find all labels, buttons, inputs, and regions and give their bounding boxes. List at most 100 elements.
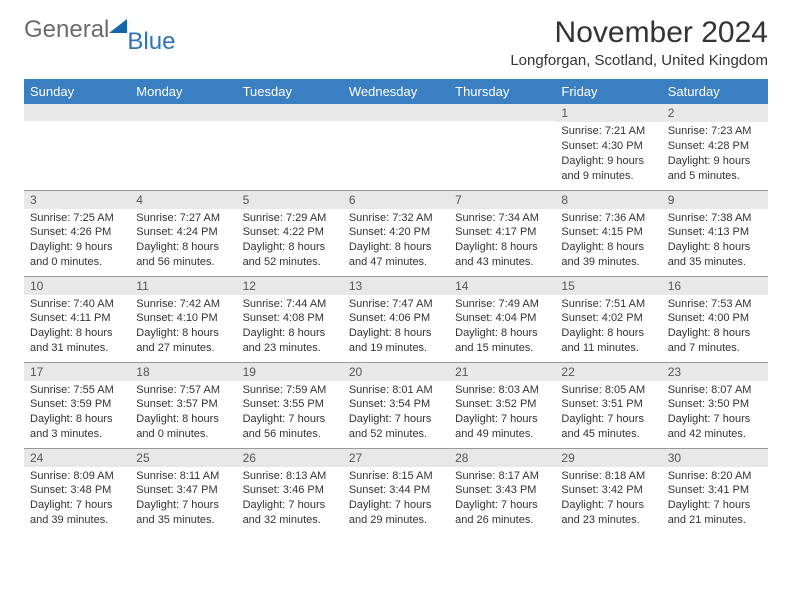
day-number: 18	[130, 363, 236, 381]
daylight-text: Daylight: 7 hours and 21 minutes.	[668, 498, 762, 528]
daylight-text: Daylight: 7 hours and 39 minutes.	[30, 498, 124, 528]
day-content: Sunrise: 7:51 AMSunset: 4:02 PMDaylight:…	[555, 295, 661, 360]
daylight-text: Daylight: 8 hours and 52 minutes.	[243, 240, 337, 270]
daylight-text: Daylight: 8 hours and 27 minutes.	[136, 326, 230, 356]
day-content: Sunrise: 7:42 AMSunset: 4:10 PMDaylight:…	[130, 295, 236, 360]
calendar-cell: 10Sunrise: 7:40 AMSunset: 4:11 PMDayligh…	[24, 276, 130, 362]
calendar-cell: 23Sunrise: 8:07 AMSunset: 3:50 PMDayligh…	[662, 362, 768, 448]
daylight-text: Daylight: 8 hours and 31 minutes.	[30, 326, 124, 356]
daylight-text: Daylight: 8 hours and 56 minutes.	[136, 240, 230, 270]
daylight-text: Daylight: 8 hours and 23 minutes.	[243, 326, 337, 356]
day-number: 28	[449, 449, 555, 467]
daylight-text: Daylight: 8 hours and 0 minutes.	[136, 412, 230, 442]
title-block: November 2024 Longforgan, Scotland, Unit…	[510, 16, 768, 69]
calendar-cell: 19Sunrise: 7:59 AMSunset: 3:55 PMDayligh…	[237, 362, 343, 448]
sunset-text: Sunset: 4:00 PM	[668, 311, 762, 326]
sunset-text: Sunset: 4:06 PM	[349, 311, 443, 326]
day-number: 12	[237, 277, 343, 295]
sunrise-text: Sunrise: 7:42 AM	[136, 297, 230, 312]
sunrise-text: Sunrise: 7:55 AM	[30, 383, 124, 398]
calendar-cell: 15Sunrise: 7:51 AMSunset: 4:02 PMDayligh…	[555, 276, 661, 362]
day-content: Sunrise: 8:13 AMSunset: 3:46 PMDaylight:…	[237, 467, 343, 532]
sunrise-text: Sunrise: 7:25 AM	[30, 211, 124, 226]
sunrise-text: Sunrise: 8:05 AM	[561, 383, 655, 398]
sunrise-text: Sunrise: 7:59 AM	[243, 383, 337, 398]
day-content: Sunrise: 8:05 AMSunset: 3:51 PMDaylight:…	[555, 381, 661, 446]
day-content: Sunrise: 7:36 AMSunset: 4:15 PMDaylight:…	[555, 209, 661, 274]
calendar-cell: 12Sunrise: 7:44 AMSunset: 4:08 PMDayligh…	[237, 276, 343, 362]
sunrise-text: Sunrise: 7:47 AM	[349, 297, 443, 312]
day-content: Sunrise: 7:38 AMSunset: 4:13 PMDaylight:…	[662, 209, 768, 274]
calendar-cell: 24Sunrise: 8:09 AMSunset: 3:48 PMDayligh…	[24, 448, 130, 534]
calendar-cell: 4Sunrise: 7:27 AMSunset: 4:24 PMDaylight…	[130, 190, 236, 276]
daylight-text: Daylight: 7 hours and 56 minutes.	[243, 412, 337, 442]
day-content: Sunrise: 7:49 AMSunset: 4:04 PMDaylight:…	[449, 295, 555, 360]
day-content: Sunrise: 7:53 AMSunset: 4:00 PMDaylight:…	[662, 295, 768, 360]
header: General Blue November 2024 Longforgan, S…	[24, 16, 768, 69]
day-number: 22	[555, 363, 661, 381]
calendar-cell: 29Sunrise: 8:18 AMSunset: 3:42 PMDayligh…	[555, 448, 661, 534]
sunset-text: Sunset: 3:55 PM	[243, 397, 337, 412]
day-content: Sunrise: 8:07 AMSunset: 3:50 PMDaylight:…	[662, 381, 768, 446]
daylight-text: Daylight: 8 hours and 7 minutes.	[668, 326, 762, 356]
day-content: Sunrise: 8:01 AMSunset: 3:54 PMDaylight:…	[343, 381, 449, 446]
day-header: Wednesday	[343, 79, 449, 104]
day-number: 24	[24, 449, 130, 467]
calendar-cell	[449, 104, 555, 190]
sunrise-text: Sunrise: 8:13 AM	[243, 469, 337, 484]
day-number	[449, 104, 555, 121]
sunset-text: Sunset: 4:30 PM	[561, 139, 655, 154]
sunrise-text: Sunrise: 7:44 AM	[243, 297, 337, 312]
daylight-text: Daylight: 7 hours and 49 minutes.	[455, 412, 549, 442]
day-content: Sunrise: 7:44 AMSunset: 4:08 PMDaylight:…	[237, 295, 343, 360]
day-number: 4	[130, 191, 236, 209]
calendar-cell: 26Sunrise: 8:13 AMSunset: 3:46 PMDayligh…	[237, 448, 343, 534]
sunset-text: Sunset: 4:08 PM	[243, 311, 337, 326]
calendar-cell: 14Sunrise: 7:49 AMSunset: 4:04 PMDayligh…	[449, 276, 555, 362]
calendar-cell: 11Sunrise: 7:42 AMSunset: 4:10 PMDayligh…	[130, 276, 236, 362]
day-number: 16	[662, 277, 768, 295]
sunset-text: Sunset: 4:17 PM	[455, 225, 549, 240]
day-number: 7	[449, 191, 555, 209]
calendar-cell: 8Sunrise: 7:36 AMSunset: 4:15 PMDaylight…	[555, 190, 661, 276]
sunset-text: Sunset: 3:51 PM	[561, 397, 655, 412]
daylight-text: Daylight: 8 hours and 19 minutes.	[349, 326, 443, 356]
day-content: Sunrise: 8:03 AMSunset: 3:52 PMDaylight:…	[449, 381, 555, 446]
logo-text-gray: General	[24, 16, 109, 44]
day-number: 9	[662, 191, 768, 209]
day-number: 5	[237, 191, 343, 209]
calendar-cell: 20Sunrise: 8:01 AMSunset: 3:54 PMDayligh…	[343, 362, 449, 448]
sunrise-text: Sunrise: 7:51 AM	[561, 297, 655, 312]
calendar-week: 1Sunrise: 7:21 AMSunset: 4:30 PMDaylight…	[24, 104, 768, 190]
calendar-cell: 3Sunrise: 7:25 AMSunset: 4:26 PMDaylight…	[24, 190, 130, 276]
calendar-week: 17Sunrise: 7:55 AMSunset: 3:59 PMDayligh…	[24, 362, 768, 448]
daylight-text: Daylight: 8 hours and 11 minutes.	[561, 326, 655, 356]
day-number: 2	[662, 104, 768, 122]
calendar-head: SundayMondayTuesdayWednesdayThursdayFrid…	[24, 79, 768, 104]
daylight-text: Daylight: 7 hours and 35 minutes.	[136, 498, 230, 528]
daylight-text: Daylight: 8 hours and 47 minutes.	[349, 240, 443, 270]
sunset-text: Sunset: 3:43 PM	[455, 483, 549, 498]
sunset-text: Sunset: 3:54 PM	[349, 397, 443, 412]
day-number: 23	[662, 363, 768, 381]
sunrise-text: Sunrise: 7:27 AM	[136, 211, 230, 226]
daylight-text: Daylight: 8 hours and 43 minutes.	[455, 240, 549, 270]
sunset-text: Sunset: 3:44 PM	[349, 483, 443, 498]
logo: General Blue	[24, 16, 179, 44]
day-content: Sunrise: 7:29 AMSunset: 4:22 PMDaylight:…	[237, 209, 343, 274]
sunrise-text: Sunrise: 8:11 AM	[136, 469, 230, 484]
daylight-text: Daylight: 7 hours and 29 minutes.	[349, 498, 443, 528]
daylight-text: Daylight: 9 hours and 0 minutes.	[30, 240, 124, 270]
sunrise-text: Sunrise: 8:03 AM	[455, 383, 549, 398]
calendar-cell	[24, 104, 130, 190]
day-content: Sunrise: 7:23 AMSunset: 4:28 PMDaylight:…	[662, 122, 768, 187]
sunset-text: Sunset: 3:48 PM	[30, 483, 124, 498]
day-number: 20	[343, 363, 449, 381]
sunset-text: Sunset: 4:15 PM	[561, 225, 655, 240]
daylight-text: Daylight: 9 hours and 5 minutes.	[668, 154, 762, 184]
sunset-text: Sunset: 3:59 PM	[30, 397, 124, 412]
daylight-text: Daylight: 7 hours and 45 minutes.	[561, 412, 655, 442]
day-number: 30	[662, 449, 768, 467]
logo-text-blue: Blue	[127, 28, 175, 56]
daylight-text: Daylight: 7 hours and 52 minutes.	[349, 412, 443, 442]
